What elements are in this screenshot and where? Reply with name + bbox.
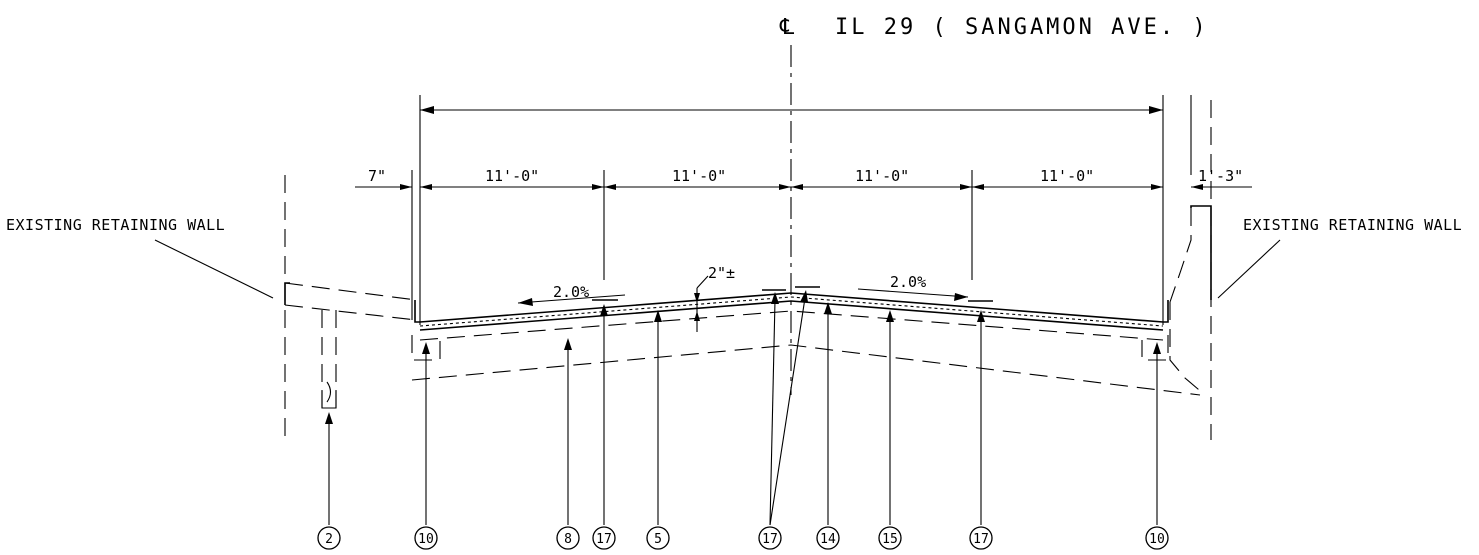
callout-bubble: 17 [969,526,993,550]
overlay-thickness-label: 2"± [708,264,735,282]
curb-left-dimension: 7" [368,167,386,185]
svg-text:17: 17 [596,532,612,547]
callout-bubble: 5 [646,526,670,550]
callout-bubble: 14 [816,526,840,550]
lane-3-dimension: 11'-0" [855,167,909,185]
overlay-arrow-top [694,293,700,303]
callout-bubble: 17 [592,526,616,550]
lane-arrow-a [420,184,432,190]
right-wall-leader [1217,239,1281,299]
pavement-overlay-bottom [419,300,1164,331]
lane-1-dimension: 11'-0" [485,167,539,185]
left-slope-label: 2.0% [553,283,589,301]
right-slope-arrowhead [954,293,968,301]
right-slope-label: 2.0% [890,273,926,291]
lane-arrow-d [779,184,791,190]
svg-text:2: 2 [325,532,333,547]
right-gutter-outline [1141,335,1169,361]
overlay-arrow-bottom [694,311,700,321]
svg-text:14: 14 [820,532,836,547]
base-course-line [419,310,1164,341]
svg-text:17: 17 [973,532,989,547]
left-wall-cap [284,282,290,305]
lane-arrow-e [791,184,803,190]
svg-text:5: 5 [654,532,662,547]
callout-bubble: 15 [878,526,902,550]
callout-bubble: 10 [1145,526,1169,550]
left-wall-lower-dashed [284,304,417,321]
lane-arrow-c [604,184,616,190]
callout-bubble: 2 [317,526,341,550]
svg-text:10: 10 [418,532,434,547]
overlay-leader [696,275,709,289]
overall-arrow-right [1149,106,1163,114]
overall-arrow-left [420,106,434,114]
subbase-line [411,344,1201,396]
svg-text:8: 8 [564,532,572,547]
callout-bubble: 10 [414,526,438,550]
overlay-hatch [419,296,1164,327]
lane-arrow-h [1151,184,1163,190]
drain-pipe-end [321,381,337,409]
pavement-surface [419,292,1164,323]
right-offset-dimension: 1'-3" [1198,167,1243,185]
callout-bubble: 17 [758,526,782,550]
right-wall-cap [1190,205,1212,300]
callout-leaders [325,290,1161,526]
left-slope-arrowhead [518,298,533,306]
svg-text:15: 15 [882,532,898,547]
lane-2-dimension: 11'-0" [672,167,726,185]
left-wall-label: EXISTING RETAINING WALL [6,216,225,234]
right-curb-back [1169,302,1206,396]
left-slope-arrow-line [517,294,626,304]
lane-4-dimension: 11'-0" [1040,167,1094,185]
svg-text:17: 17 [762,532,778,547]
callout-bubble: 8 [556,526,580,550]
right-wall-face [1169,208,1192,303]
left-curb [414,300,420,323]
lane-arrow-f [960,184,972,190]
right-offset-arrow [1191,184,1203,190]
left-wall-leader [154,239,274,299]
centerline-symbol: ℄ [779,15,797,40]
drawing-title: IL 29 ( SANGAMON AVE. ) [835,15,1209,40]
lane-arrow-b [592,184,604,190]
right-wall-label: EXISTING RETAINING WALL [1243,216,1462,234]
right-slope-arrow-line [857,288,969,298]
svg-text:10: 10 [1149,532,1165,547]
left-wall-top-dashed [284,282,417,301]
curb-arrow [400,184,412,190]
lane-arrow-g [972,184,984,190]
right-curb [1163,300,1169,323]
